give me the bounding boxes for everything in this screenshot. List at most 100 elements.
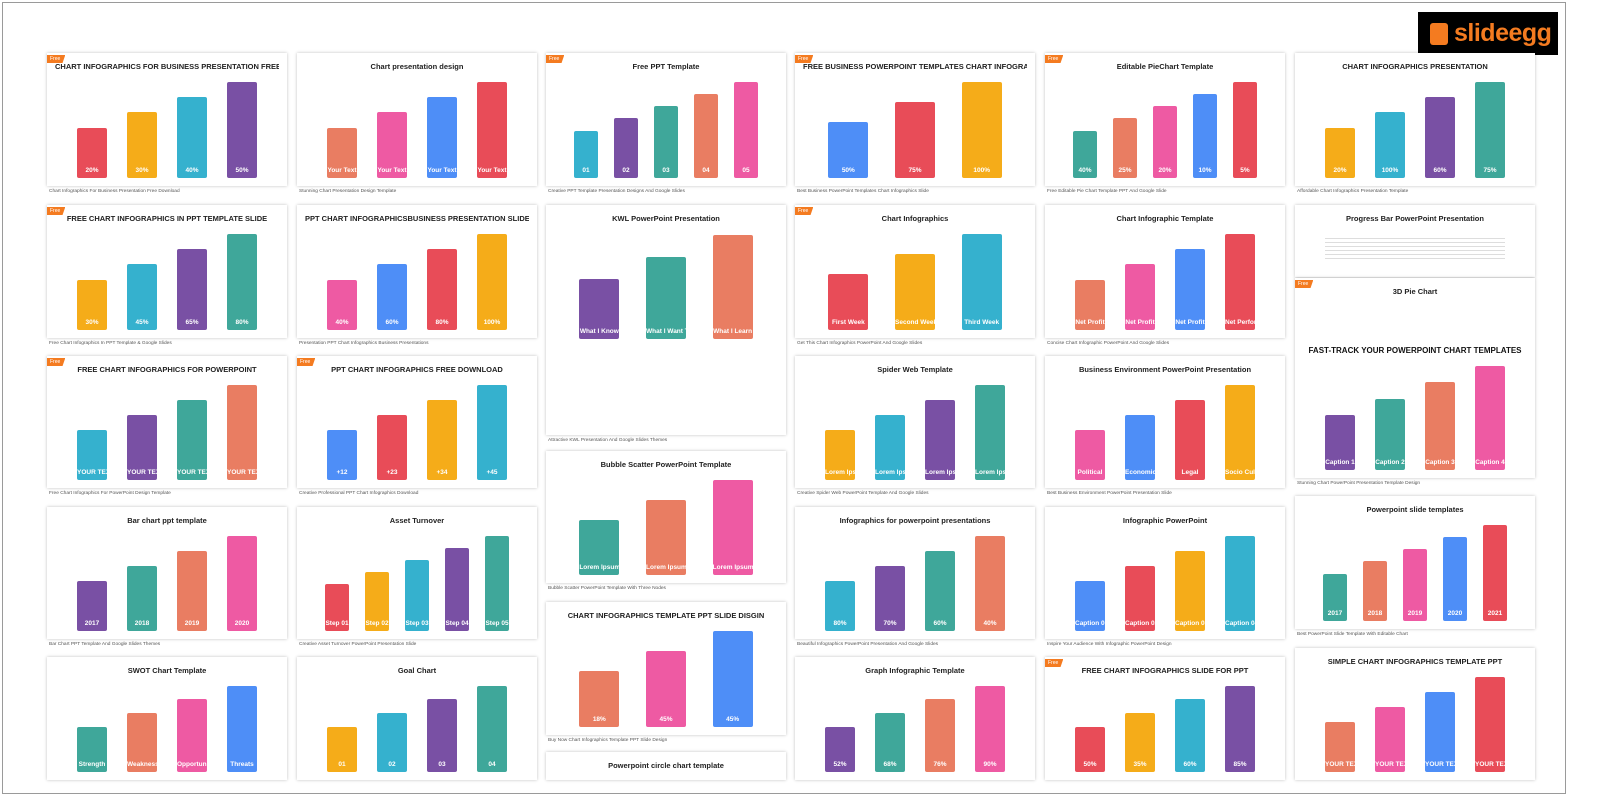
logo-text: slideegg <box>1454 19 1552 47</box>
thumbnail-label: Caption 01 <box>1075 620 1105 627</box>
thumbnail-label: 50% <box>841 167 855 174</box>
template-card[interactable]: CHART INFOGRAPHICS TEMPLATE PPT SLIDE DI… <box>546 602 786 735</box>
template-card[interactable]: Free CHART INFOGRAPHICS FOR BUSINESS PRES… <box>47 53 287 186</box>
template-card[interactable]: Chart Infographic Template Net Profit Net … <box>1045 205 1285 338</box>
template-card[interactable]: Spider Web Template Lorem Ipsum dolor Lore… <box>795 356 1035 488</box>
thumbnail-label: 75% <box>1483 167 1497 174</box>
thumbnail-label: Caption 2 <box>1375 459 1405 466</box>
thumbnail-shape <box>77 127 107 178</box>
thumbnail-label: 100% <box>973 167 990 174</box>
template-card[interactable]: Free FREE BUSINESS POWERPOINT TEMPLATES C… <box>795 53 1035 186</box>
template-card[interactable]: Free Free PPT Template 01 02 03 04 05 <box>546 53 786 186</box>
thumbnail-label: 60% <box>1433 167 1447 174</box>
thumbnail-label: Legal <box>1181 469 1199 476</box>
template-card[interactable]: Business Environment PowerPoint Presenta… <box>1045 356 1285 488</box>
template-card[interactable]: Free 3D Pie Chart FAST-TRACK YOUR POWERPOI… <box>1295 278 1535 478</box>
thumbnail-label: 20% <box>85 167 99 174</box>
thumbnail-shape <box>485 536 509 631</box>
thumbnail-shape <box>1153 106 1177 178</box>
thumbnail-shape <box>365 572 389 631</box>
template-card[interactable]: SIMPLE CHART INFOGRAPHICS TEMPLATE PPT YO… <box>1295 648 1535 780</box>
thumbnail-shape <box>825 726 855 772</box>
free-badge: Free <box>47 358 66 366</box>
template-card[interactable]: Bubble Scatter PowerPoint Template Lorem … <box>546 451 786 583</box>
card-title: FREE BUSINESS POWERPOINT TEMPLATES CHART… <box>803 62 1027 71</box>
template-card[interactable]: Powerpoint slide templates 2017 2018 2019 20… <box>1295 496 1535 629</box>
card-caption: Bar Chart PPT Template And Google Slides… <box>49 642 161 647</box>
template-card[interactable]: PPT CHART INFOGRAPHICSBUSINESS PRESENTAT… <box>297 205 537 338</box>
card-title: Powerpoint circle chart template <box>608 761 724 770</box>
thumbnail-label: 100% <box>483 319 501 326</box>
thumbnail-label: YOUR TEXT <box>1425 761 1455 768</box>
template-card[interactable]: CHART INFOGRAPHICS PRESENTATION 20% 100% 60… <box>1295 53 1535 186</box>
thumbnail-shape <box>1225 385 1255 480</box>
thumbnail-label: 02 <box>388 761 396 768</box>
template-card[interactable]: Graph Infographic Template 52% 68% 76% 90% <box>795 657 1035 780</box>
template-card[interactable]: Bar chart ppt template 2017 2018 2019 2020 <box>47 507 287 639</box>
thumbnail-shape <box>654 106 678 178</box>
free-badge: Free <box>1295 280 1314 288</box>
template-card[interactable]: Infographics for powerpoint presentation… <box>795 507 1035 639</box>
card-title: Progress Bar PowerPoint Presentation <box>1346 214 1484 223</box>
card-title: SWOT Chart Template <box>127 666 207 675</box>
thumbnail-label: Caption 3 <box>1425 459 1455 466</box>
thumbnail-shape <box>377 264 407 330</box>
thumbnail-shape <box>875 415 905 480</box>
template-card[interactable]: Powerpoint circle chart template <box>546 752 786 780</box>
thumbnail-shape <box>614 118 638 178</box>
thumbnail-shape <box>227 234 257 330</box>
thumbnail-label: 100% <box>1381 167 1399 174</box>
template-card[interactable]: KWL PowerPoint Presentation What I Know Wh… <box>546 205 786 435</box>
card-title: Free PPT Template <box>632 62 700 71</box>
thumbnail-shape <box>1425 692 1455 772</box>
thumbnail-shape <box>1225 234 1255 330</box>
template-card[interactable]: SWOT Chart Template Strength Weakness Oppor… <box>47 657 287 780</box>
card-title: Powerpoint slide templates <box>1366 505 1464 514</box>
card-caption: Stunning Chart PowerPoint Presentation T… <box>1297 481 1421 486</box>
card-caption: Creative PPT Template Presentation Desig… <box>548 189 685 194</box>
thumbnail-label: Threats <box>230 761 254 768</box>
template-card[interactable]: Free FREE CHART INFOGRAPHICS IN PPT TEMPL… <box>47 205 287 338</box>
logo[interactable]: slideegg <box>1418 12 1558 55</box>
thumbnail-label: 40% <box>983 620 997 627</box>
thumbnail-label: 90% <box>983 761 997 768</box>
thumbnail-label: 10% <box>1198 167 1212 174</box>
thumbnail-shape <box>445 548 469 631</box>
thumbnail-shape <box>377 712 407 772</box>
thumbnail-shape <box>127 712 157 772</box>
thumbnail-label: Strength <box>78 761 106 768</box>
thumbnail-label: 03 <box>662 167 670 174</box>
thumbnail-label: 80% <box>833 620 847 627</box>
card-caption: Affordable Chart Infographics Presentati… <box>1297 189 1409 194</box>
thumbnail-shape <box>1325 415 1355 470</box>
template-card[interactable]: Free FREE CHART INFOGRAPHICS FOR POWERPOI… <box>47 356 287 488</box>
thumbnail-shape <box>1325 127 1355 178</box>
thumbnail-label: YOUR TEXT <box>177 469 207 476</box>
thumbnail-shape <box>1193 94 1217 178</box>
template-card[interactable]: Free Chart Infographics First Week Second W… <box>795 205 1035 338</box>
template-card[interactable]: Chart presentation design Your Text Your T… <box>297 53 537 186</box>
template-card[interactable]: Progress Bar PowerPoint Presentation <box>1295 205 1535 277</box>
card-caption: Buy Now Chart Infographics Template PPT … <box>548 738 668 743</box>
thumbnail-label: Caption 04 <box>1225 620 1255 627</box>
thumbnail-label: 2020 <box>234 620 250 627</box>
thumbnail-label: 68% <box>883 761 897 768</box>
thumbnail-shape <box>646 651 686 727</box>
thumbnail-shape <box>579 520 620 575</box>
template-card[interactable]: Goal Chart 01 02 03 04 <box>297 657 537 780</box>
template-card[interactable]: Free FREE CHART INFOGRAPHICS SLIDE FOR PP… <box>1045 657 1285 780</box>
thumbnail-shape <box>1425 382 1455 470</box>
template-card[interactable]: Infographic PowerPoint Caption 01 Caption … <box>1045 507 1285 639</box>
template-card[interactable]: Free PPT CHART INFOGRAPHICS FREE DOWNLOAD… <box>297 356 537 488</box>
template-card[interactable]: Asset Turnover Step 01 Step 02 Step 03 Step … <box>297 507 537 639</box>
thumbnail-label: 2020 <box>1447 610 1463 617</box>
thumbnail-shape <box>77 279 107 330</box>
card-caption: Free Chart Infographics In PPT Template … <box>49 341 172 346</box>
thumbnail-shape <box>1125 566 1155 631</box>
template-card[interactable]: Free Editable PieChart Template 40% 25% 20% 1… <box>1045 53 1285 186</box>
thumbnail-label: Your Text <box>427 167 457 174</box>
thumbnail-label: Step 01 <box>325 620 349 627</box>
thumbnail-shape <box>579 278 620 339</box>
thumbnail-shape <box>574 130 598 178</box>
thumbnail-shape <box>875 566 905 631</box>
